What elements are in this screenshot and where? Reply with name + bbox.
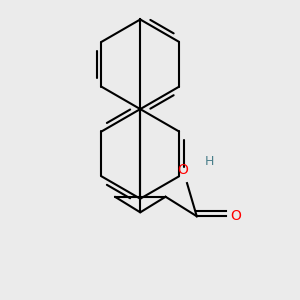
Text: H: H [205, 154, 214, 167]
Text: O: O [178, 163, 189, 177]
Text: O: O [231, 209, 242, 223]
